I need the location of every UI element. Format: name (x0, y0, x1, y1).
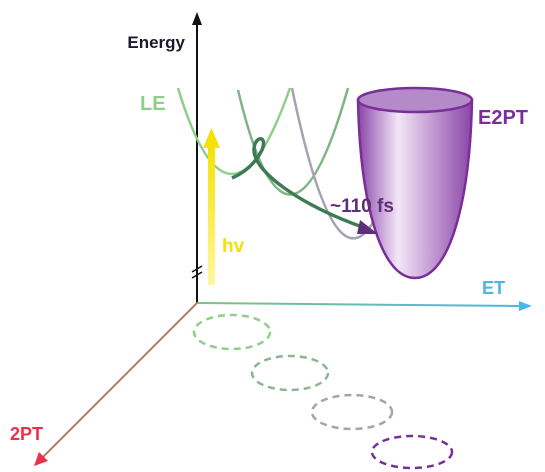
projection (250, 354, 330, 392)
e2pt-well (356, 98, 474, 280)
arrowhead (357, 220, 378, 234)
projection (192, 313, 272, 351)
le-curve (176, 87, 292, 175)
axis-break (191, 265, 203, 279)
hv-label: hv (222, 236, 245, 257)
well-rim (356, 86, 474, 114)
time-label: ~110 fs (330, 196, 394, 217)
projection (370, 434, 454, 470)
arrowhead (519, 301, 532, 311)
trajectory (231, 137, 366, 230)
pt-axis (41, 302, 198, 459)
et-axis (196, 302, 523, 307)
e2pt-label: E2PT (478, 107, 528, 129)
projection (310, 393, 394, 431)
hv-arrow (208, 145, 215, 285)
arrowhead (34, 452, 48, 466)
arrowhead (192, 12, 202, 25)
pt-label: 2PT (10, 424, 43, 444)
et-label: ET (482, 278, 505, 298)
arrowhead (203, 128, 220, 148)
energy-label: Energy (127, 33, 185, 52)
le-label: LE (140, 93, 166, 115)
